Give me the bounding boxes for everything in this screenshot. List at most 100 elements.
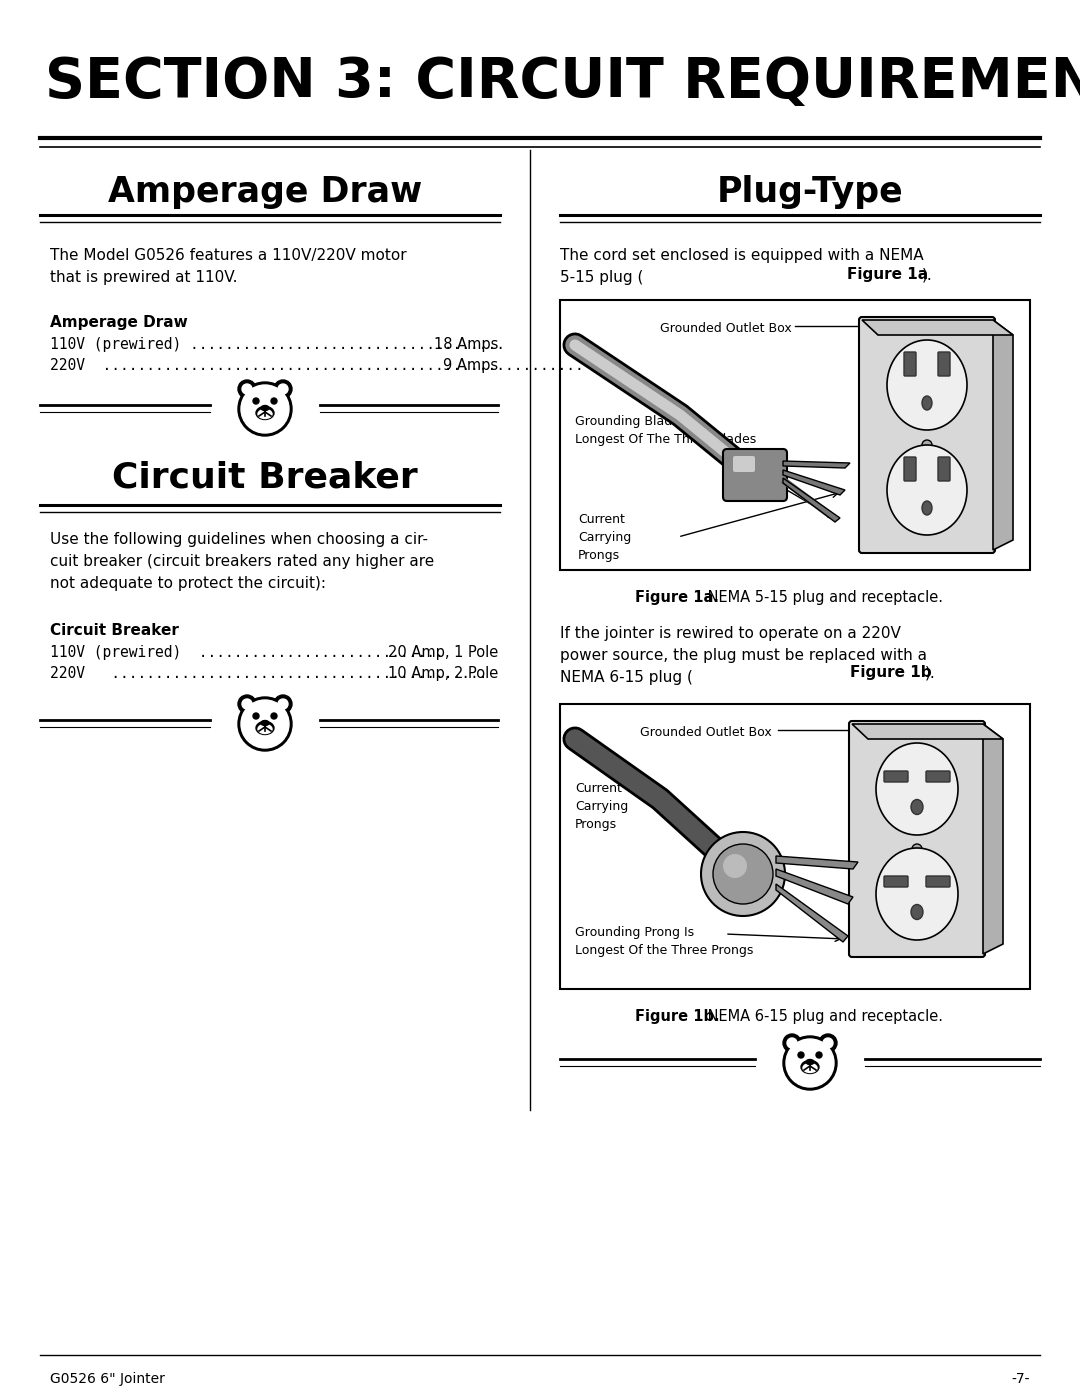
Circle shape: [823, 1038, 833, 1048]
FancyBboxPatch shape: [859, 317, 995, 553]
Polygon shape: [783, 461, 850, 468]
Circle shape: [238, 381, 292, 436]
Circle shape: [912, 844, 922, 854]
FancyBboxPatch shape: [723, 448, 787, 502]
Text: ).: ).: [922, 267, 933, 282]
Text: 220V   ...........................................: 220V ...................................…: [50, 666, 487, 680]
FancyBboxPatch shape: [904, 457, 916, 481]
FancyBboxPatch shape: [926, 876, 950, 887]
Text: 220V  .......................................................: 220V ...................................…: [50, 358, 584, 373]
Text: SECTION 3: CIRCUIT REQUIREMENTS: SECTION 3: CIRCUIT REQUIREMENTS: [45, 54, 1080, 109]
Text: Figure 1b.: Figure 1b.: [635, 1009, 719, 1024]
FancyBboxPatch shape: [926, 771, 950, 782]
Circle shape: [271, 398, 276, 404]
Circle shape: [271, 712, 276, 719]
Polygon shape: [983, 724, 1003, 954]
Text: NEMA 6-15 plug and receptacle.: NEMA 6-15 plug and receptacle.: [703, 1009, 943, 1024]
Text: Current
Carrying
Prongs: Current Carrying Prongs: [575, 782, 629, 831]
Text: Use the following guidelines when choosing a cir-
cuit breaker (circuit breakers: Use the following guidelines when choosi…: [50, 532, 434, 591]
Circle shape: [723, 854, 747, 877]
Text: Figure 1a: Figure 1a: [847, 267, 928, 282]
Text: Circuit Breaker: Circuit Breaker: [50, 623, 179, 638]
Text: Amperage Draw: Amperage Draw: [50, 314, 188, 330]
Circle shape: [278, 384, 288, 394]
Text: -7-: -7-: [1012, 1372, 1030, 1386]
Circle shape: [922, 440, 932, 450]
Text: NEMA 5-15 plug and receptacle.: NEMA 5-15 plug and receptacle.: [703, 590, 943, 605]
Ellipse shape: [887, 446, 967, 535]
Circle shape: [241, 700, 289, 747]
Circle shape: [816, 1052, 822, 1058]
Text: 110V (prewired)  ............................: 110V (prewired) ........................…: [50, 645, 444, 659]
Text: Current
Carrying
Prongs: Current Carrying Prongs: [578, 513, 631, 562]
Ellipse shape: [806, 1059, 814, 1065]
Circle shape: [713, 844, 773, 904]
Ellipse shape: [887, 339, 967, 430]
Circle shape: [701, 833, 785, 916]
Ellipse shape: [804, 1063, 816, 1073]
FancyBboxPatch shape: [885, 876, 908, 887]
Ellipse shape: [912, 904, 923, 919]
Text: The Model G0526 features a 110V/220V motor
that is prewired at 110V.: The Model G0526 features a 110V/220V mot…: [50, 249, 407, 285]
Ellipse shape: [801, 1060, 819, 1073]
Circle shape: [819, 1034, 837, 1052]
Text: 10 Amp, 2 Pole: 10 Amp, 2 Pole: [388, 666, 498, 680]
Text: 9 Amps: 9 Amps: [443, 358, 498, 373]
Ellipse shape: [261, 405, 269, 411]
Ellipse shape: [912, 799, 923, 814]
FancyBboxPatch shape: [733, 455, 755, 472]
Text: Amperage Draw: Amperage Draw: [108, 175, 422, 210]
Ellipse shape: [256, 721, 274, 735]
Text: Plug-Type: Plug-Type: [717, 175, 903, 210]
FancyBboxPatch shape: [904, 352, 916, 376]
Text: ).: ).: [924, 665, 935, 680]
Text: 20 Amp, 1 Pole: 20 Amp, 1 Pole: [388, 645, 498, 659]
FancyBboxPatch shape: [939, 457, 950, 481]
Ellipse shape: [922, 395, 932, 409]
Circle shape: [241, 386, 289, 433]
Text: The cord set enclosed is equipped with a NEMA
5-15 plug (: The cord set enclosed is equipped with a…: [561, 249, 923, 285]
Circle shape: [787, 1038, 797, 1048]
Text: Figure 1a.: Figure 1a.: [635, 590, 719, 605]
Circle shape: [278, 698, 288, 710]
Polygon shape: [777, 856, 858, 869]
Polygon shape: [993, 320, 1013, 550]
FancyBboxPatch shape: [939, 352, 950, 376]
Circle shape: [253, 712, 259, 719]
Circle shape: [242, 698, 252, 710]
Ellipse shape: [258, 409, 272, 419]
Circle shape: [238, 380, 256, 398]
Polygon shape: [783, 469, 845, 495]
FancyBboxPatch shape: [849, 721, 985, 957]
Circle shape: [253, 398, 259, 404]
Text: Grounded Outlet Box: Grounded Outlet Box: [640, 726, 772, 739]
Circle shape: [786, 1039, 834, 1087]
Polygon shape: [862, 320, 1013, 335]
FancyBboxPatch shape: [561, 704, 1030, 989]
Circle shape: [798, 1052, 804, 1058]
Ellipse shape: [922, 502, 932, 515]
FancyBboxPatch shape: [885, 771, 908, 782]
Circle shape: [274, 380, 292, 398]
Circle shape: [783, 1034, 801, 1052]
Circle shape: [238, 694, 256, 712]
Circle shape: [238, 697, 292, 752]
Text: Grounding Prong Is
Longest Of the Three Prongs: Grounding Prong Is Longest Of the Three …: [575, 926, 754, 957]
Ellipse shape: [258, 725, 272, 733]
Circle shape: [242, 384, 252, 394]
Polygon shape: [777, 869, 853, 904]
Text: Circuit Breaker: Circuit Breaker: [112, 460, 418, 495]
Text: Figure 1b: Figure 1b: [850, 665, 932, 680]
FancyBboxPatch shape: [561, 300, 1030, 570]
Circle shape: [274, 694, 292, 712]
Ellipse shape: [261, 721, 269, 725]
Circle shape: [783, 1037, 837, 1090]
Text: 110V (prewired) ....................................: 110V (prewired) ........................…: [50, 337, 505, 352]
Ellipse shape: [876, 743, 958, 835]
Polygon shape: [783, 478, 840, 522]
Text: G0526 6" Jointer: G0526 6" Jointer: [50, 1372, 165, 1386]
Text: 18 Amps: 18 Amps: [434, 337, 498, 352]
Ellipse shape: [876, 848, 958, 940]
Text: Grounded Outlet Box: Grounded Outlet Box: [660, 321, 792, 335]
Polygon shape: [777, 884, 848, 942]
